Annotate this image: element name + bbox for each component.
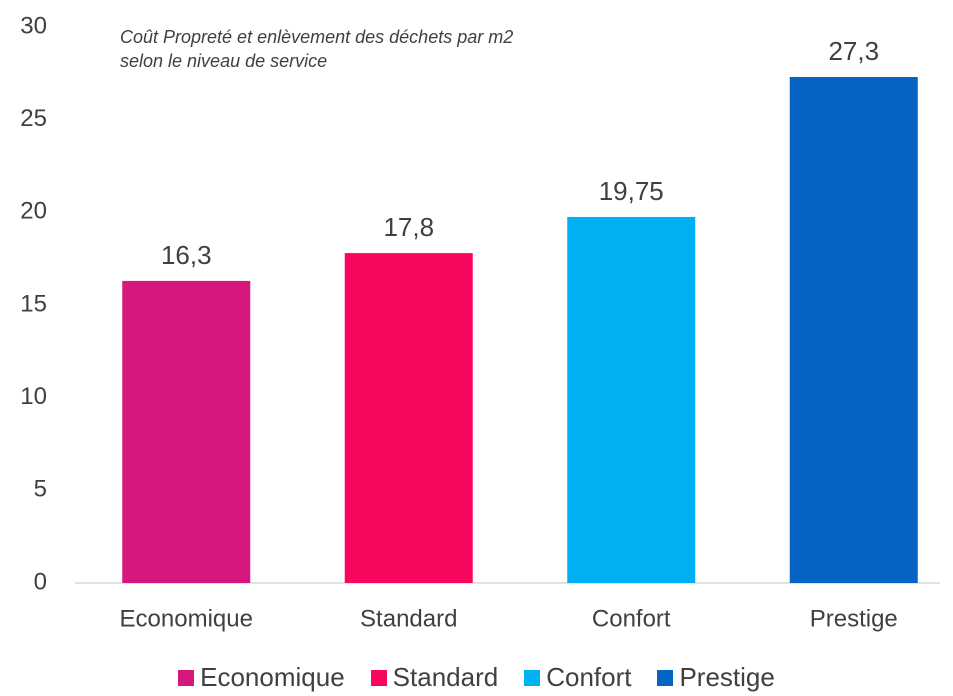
bar — [344, 253, 473, 583]
y-tick-label: 20 — [20, 198, 47, 225]
y-tick-label: 5 — [34, 476, 47, 503]
x-tick-label: Standard — [360, 605, 457, 632]
legend-item: Prestige — [657, 662, 775, 693]
value-label: 19,75 — [599, 176, 664, 206]
chart: 0 5 10 15 20 25 30 Economique 16,3 Standard 17,8 Co… — [20, 12, 940, 632]
y-tick-label: 0 — [34, 568, 47, 595]
legend-label: Confort — [546, 662, 632, 692]
legend-item: Standard — [370, 662, 499, 693]
legend: Economique Standard Confort Prestige — [0, 662, 953, 693]
legend-label: Prestige — [679, 662, 775, 692]
value-label: 16,3 — [161, 240, 212, 270]
y-tick-label: 25 — [20, 105, 47, 132]
x-tick-label: Prestige — [810, 605, 898, 632]
legend-label: Standard — [392, 662, 499, 692]
legend-swatch — [370, 669, 387, 686]
legend-label: Economique — [200, 662, 345, 692]
legend-item: Economique — [178, 662, 345, 693]
value-label: 17,8 — [383, 212, 434, 242]
y-tick-label: 10 — [20, 383, 47, 410]
legend-item: Confort — [524, 662, 631, 693]
legend-swatch — [524, 669, 541, 686]
x-tick-label: Economique — [120, 605, 253, 632]
y-tick-label: 15 — [20, 290, 47, 317]
value-label: 27,3 — [828, 36, 879, 66]
bar — [122, 280, 251, 583]
legend-swatch — [657, 669, 674, 686]
bar — [567, 216, 696, 583]
bar — [789, 77, 918, 583]
y-tick-label: 30 — [20, 12, 47, 39]
legend-swatch — [178, 669, 195, 686]
x-tick-label: Confort — [592, 605, 671, 632]
chart-title: Coût Propreté et enlèvement des déchets … — [120, 27, 514, 71]
